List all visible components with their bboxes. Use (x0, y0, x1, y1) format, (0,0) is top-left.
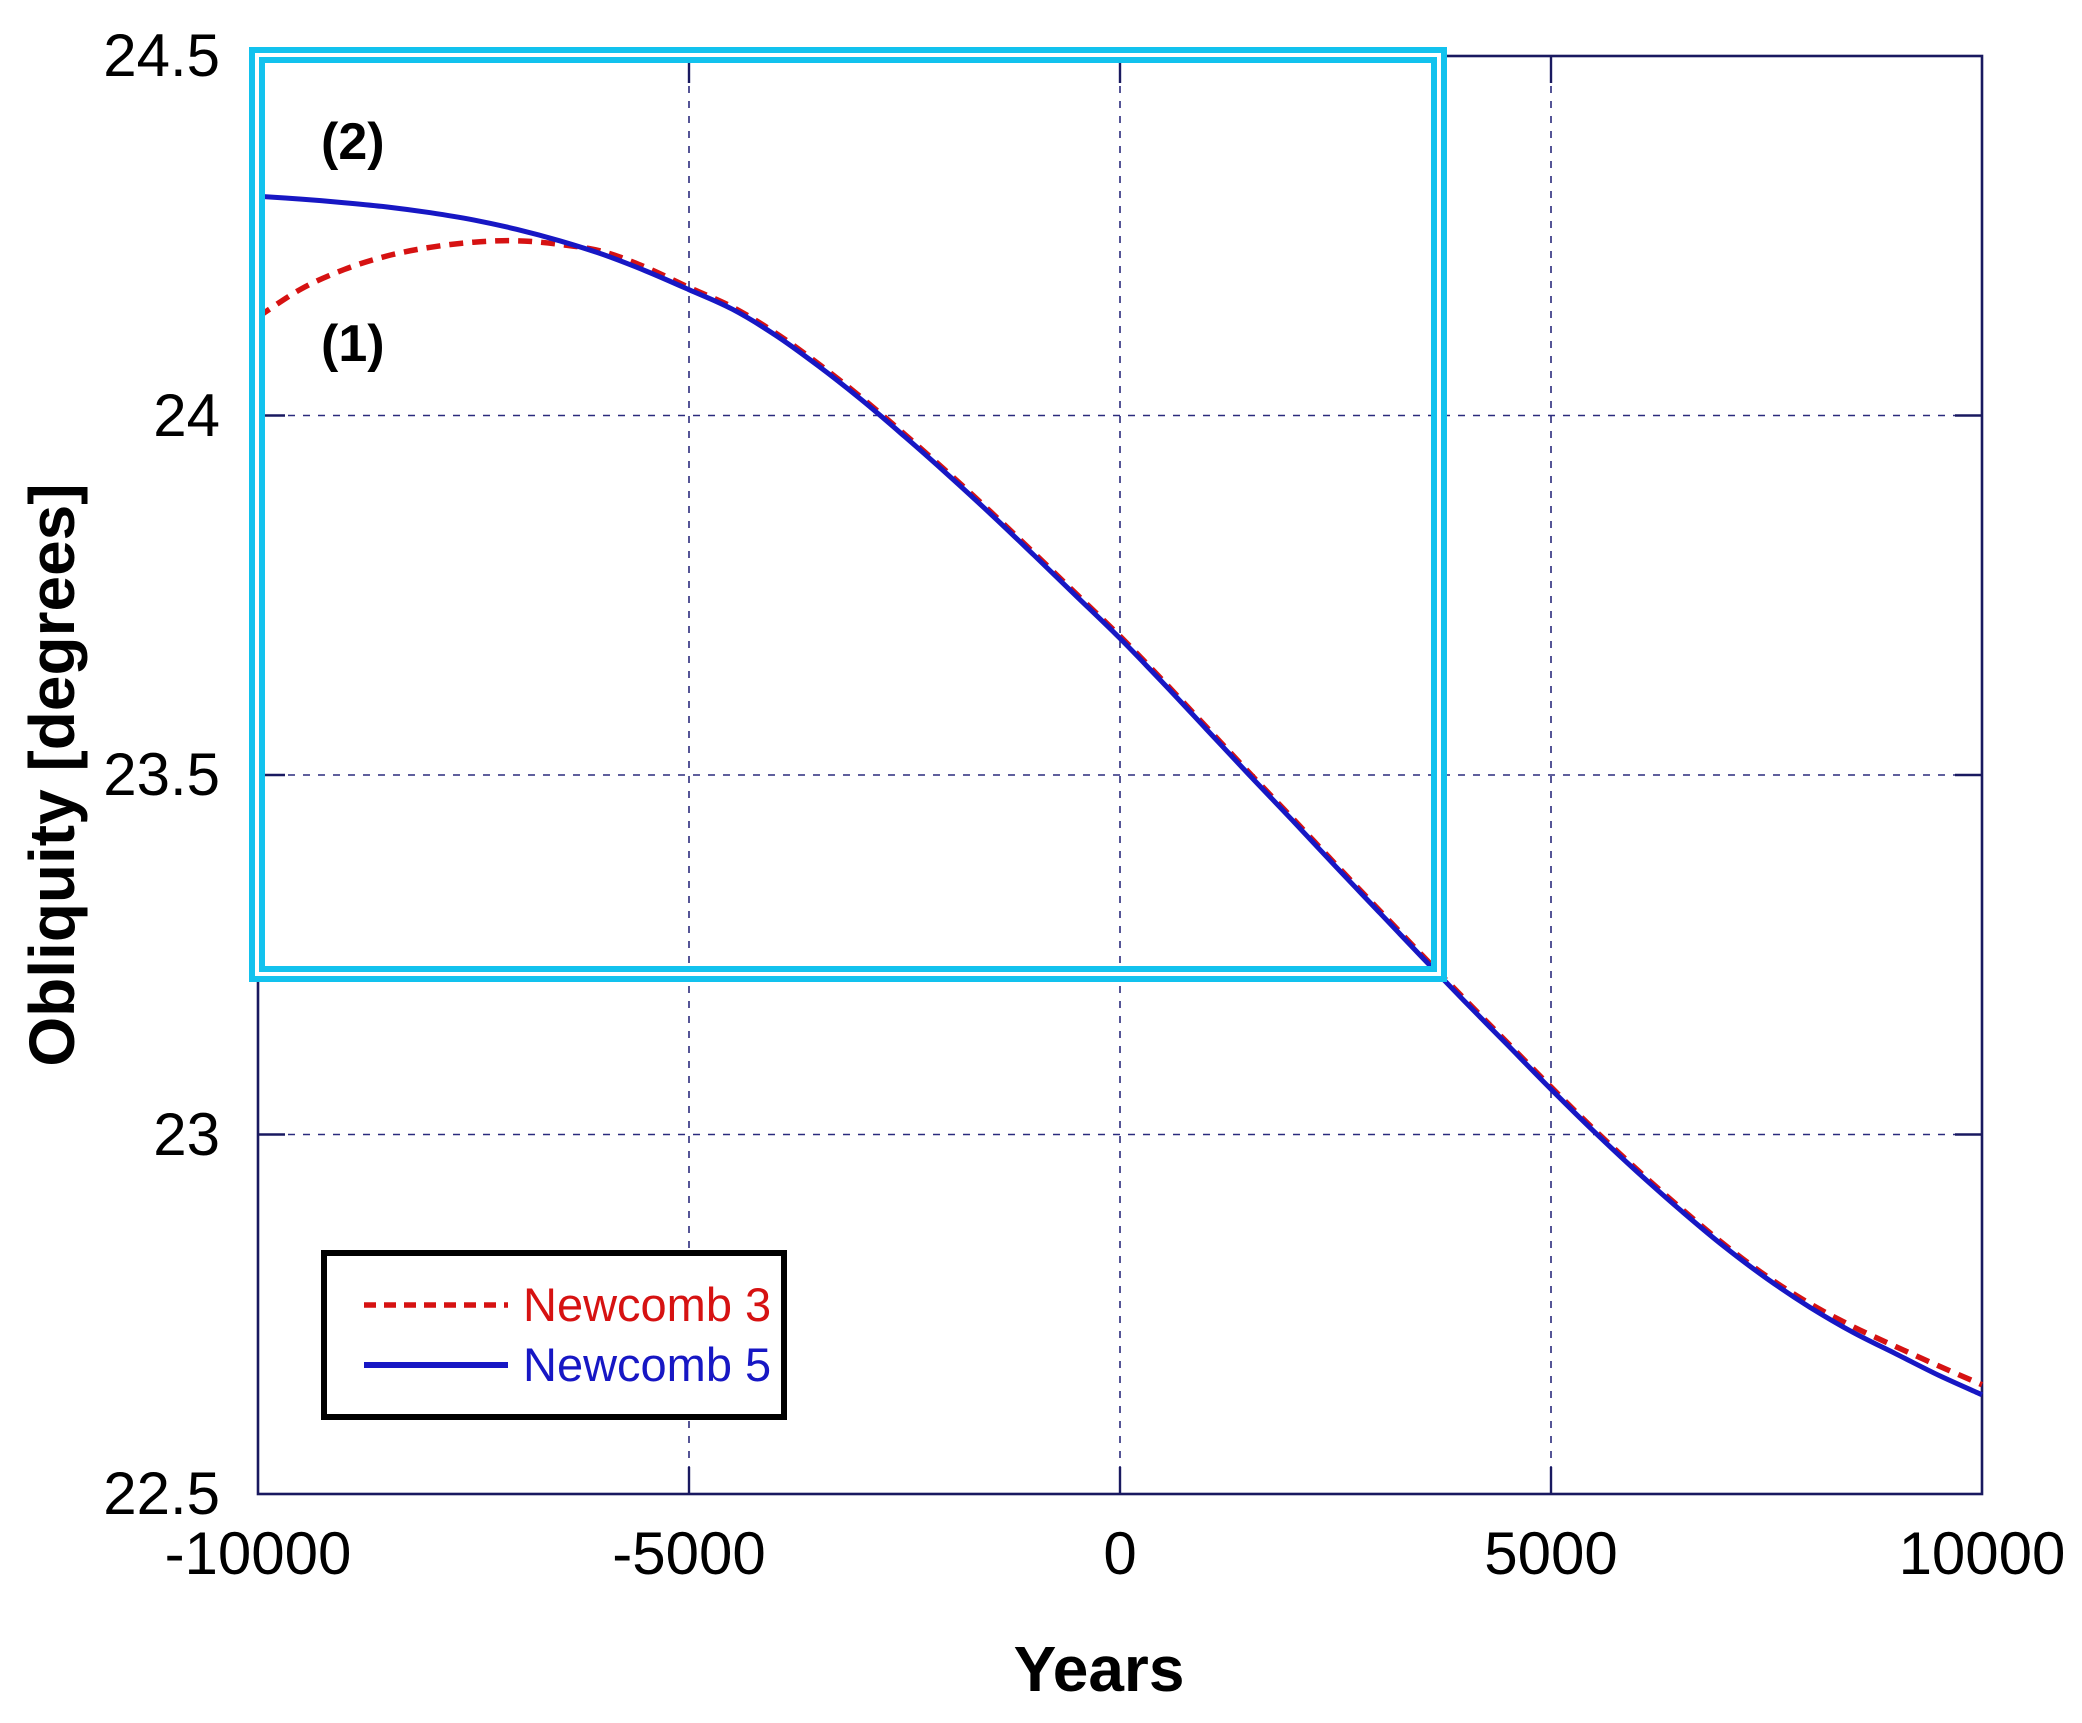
legend: Newcomb 3 Newcomb 5 (321, 1250, 787, 1420)
x-axis-title: Years (1013, 1633, 1185, 1705)
legend-label-newcomb3: Newcomb 3 (523, 1278, 772, 1331)
x-tick-label: -10000 (164, 1520, 352, 1587)
y-tick-label: 23 (153, 1100, 220, 1168)
x-tick-label: 10000 (1898, 1520, 2066, 1587)
y-tick-label: 23.5 (103, 741, 220, 808)
curve-newcomb5 (257, 193, 1984, 1398)
x-tick-label: 5000 (1484, 1520, 1618, 1587)
legend-label-newcomb5: Newcomb 5 (523, 1338, 772, 1391)
y-tick-label: 24 (153, 381, 220, 449)
annotation-curve1: (1) (321, 314, 385, 373)
legend-dashed-line-icon (364, 1302, 508, 1308)
x-tick-label: -5000 (612, 1520, 766, 1587)
annotation-curve2: (2) (321, 113, 385, 172)
y-tick-label: 22.5 (103, 1460, 220, 1527)
highlight-box (249, 46, 1447, 983)
legend-solid-line-icon (364, 1362, 508, 1368)
y-tick-label: 24.5 (103, 22, 220, 89)
legend-item-newcomb5: Newcomb 5 (361, 1335, 781, 1395)
legend-item-newcomb3: Newcomb 3 (361, 1275, 781, 1335)
x-tick-label: 0 (1103, 1520, 1137, 1587)
